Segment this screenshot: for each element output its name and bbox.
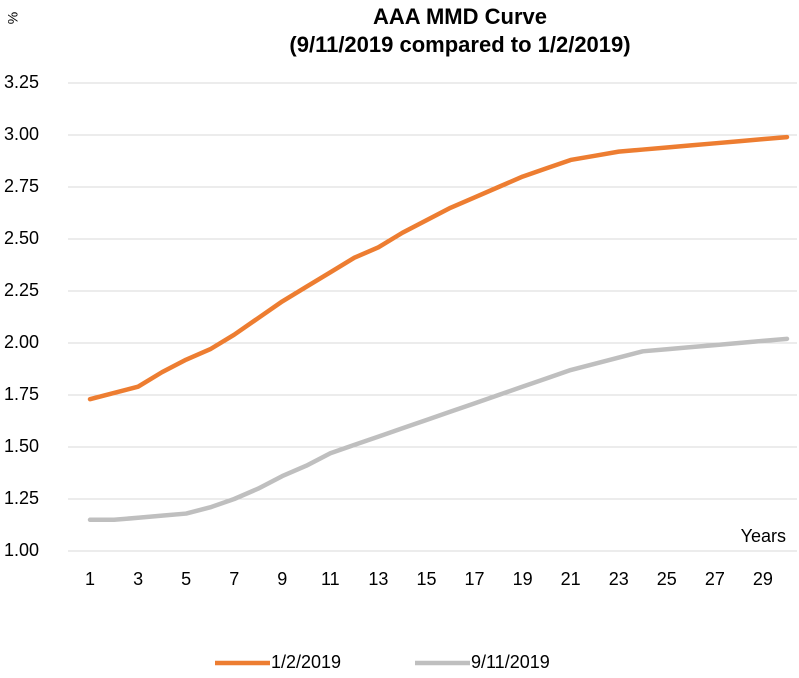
y-axis-label: % <box>5 12 21 24</box>
line-series <box>87 134 790 402</box>
y-tick-label: 1.00 <box>4 540 39 560</box>
legend-label: 1/2/2019 <box>271 652 341 672</box>
x-tick-label: 23 <box>609 569 629 589</box>
x-tick-label: 9 <box>277 569 287 589</box>
x-tick-label: 3 <box>133 569 143 589</box>
x-tick-label: 1 <box>85 569 95 589</box>
y-tick-label: 2.50 <box>4 228 39 248</box>
y-tick-label: 2.75 <box>4 176 39 196</box>
x-tick-label: 15 <box>416 569 436 589</box>
y-tick-label: 3.00 <box>4 124 39 144</box>
y-tick-label: 1.75 <box>4 384 39 404</box>
chart-title: (9/11/2019 compared to 1/2/2019) <box>289 32 630 57</box>
y-tick-label: 2.25 <box>4 280 39 300</box>
x-tick-label: 13 <box>368 569 388 589</box>
chart-title: AAA MMD Curve <box>373 4 547 29</box>
x-axis-label: Years <box>741 526 786 546</box>
x-tick-label: 25 <box>657 569 677 589</box>
x-tick-label: 21 <box>561 569 581 589</box>
y-tick-label: 3.25 <box>4 72 39 92</box>
x-tick-label: 11 <box>321 569 340 589</box>
y-tick-label: 1.25 <box>4 488 39 508</box>
legend-label: 9/11/2019 <box>471 652 550 672</box>
line-series <box>87 336 790 523</box>
y-tick-label: 1.50 <box>4 436 39 456</box>
x-tick-label: 17 <box>465 569 485 589</box>
x-tick-label: 5 <box>181 569 191 589</box>
x-tick-label: 7 <box>229 569 239 589</box>
x-tick-label: 19 <box>513 569 533 589</box>
x-tick-label: 29 <box>753 569 773 589</box>
x-tick-label: 27 <box>705 569 725 589</box>
y-tick-label: 2.00 <box>4 332 39 352</box>
